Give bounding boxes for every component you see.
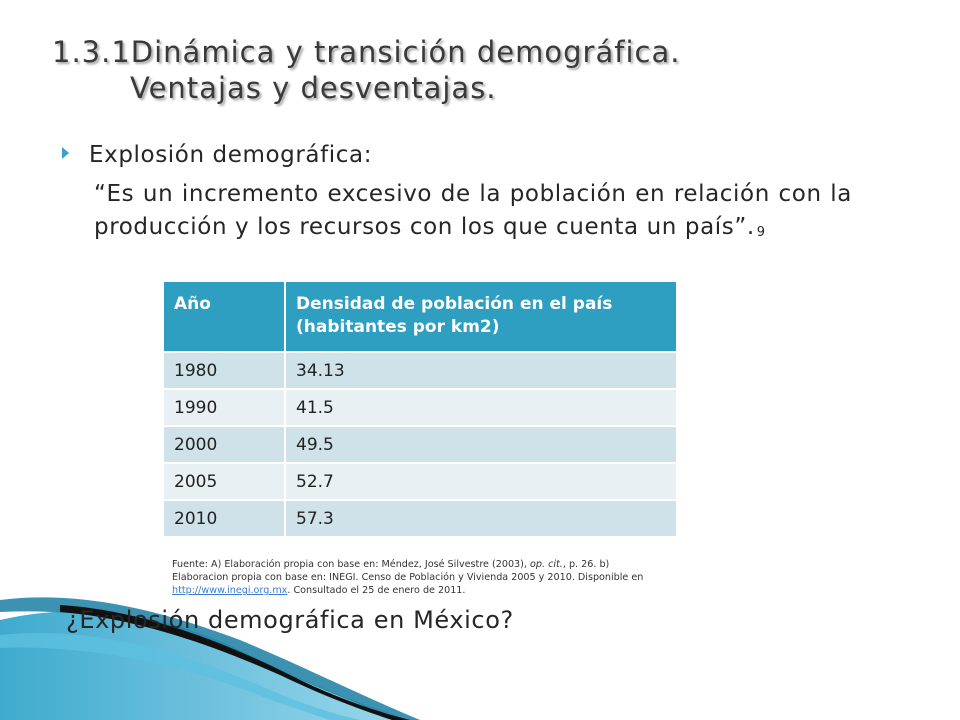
definition-quote: “Es un incremento excesivo de la poblaci…: [94, 178, 852, 249]
header-year: Año: [164, 282, 286, 352]
table-row: 1990 41.5: [164, 388, 676, 426]
decorative-swoosh: [0, 597, 420, 720]
bullet-text: Explosión demográfica:: [89, 142, 373, 168]
header-density: Densidad de población en el país (habita…: [285, 282, 676, 352]
bullet-arrow-icon: [62, 147, 69, 159]
cell-year: 2000: [164, 425, 286, 463]
closing-question: ¿Explosión demográfica en México?: [66, 606, 514, 634]
table-row: 2005 52.7: [164, 462, 676, 500]
quote-text: “Es un incremento excesivo de la poblaci…: [94, 181, 852, 240]
cell-density: 57.3: [285, 499, 676, 536]
table-header-row: Año Densidad de población en el país (ha…: [164, 282, 676, 352]
source-link[interactable]: http://www.inegi.org.mx: [172, 585, 288, 596]
source-italic: op. cit.: [530, 559, 563, 570]
cell-year: 1980: [164, 351, 286, 389]
cell-year: 1990: [164, 388, 286, 426]
source-text-end: . Consultado el 25 de enero de 2011.: [287, 585, 466, 596]
source-text-a: Fuente: A) Elaboración propia con base e…: [172, 559, 527, 570]
cell-density: 49.5: [285, 425, 676, 463]
table-row: 2000 49.5: [164, 425, 676, 463]
bullet-item: Explosión demográfica:: [62, 142, 372, 168]
cell-year: 2005: [164, 462, 286, 500]
density-table: Año Densidad de población en el país (ha…: [164, 282, 676, 536]
slide-title: 1.3.1Dinámica y transición demográfica. …: [52, 34, 932, 106]
footnote-ref: 9: [756, 225, 766, 240]
title-line-1: 1.3.1Dinámica y transición demográfica.: [52, 35, 681, 69]
title-line-2: Ventajas y desventajas.: [130, 71, 497, 105]
table-row: 1980 34.13: [164, 351, 676, 389]
cell-density: 41.5: [285, 388, 676, 426]
source-note: Fuente: A) Elaboración propia con base e…: [172, 558, 652, 597]
cell-year: 2010: [164, 499, 286, 536]
table-row: 2010 57.3: [164, 499, 676, 536]
source-text-b: , p. 26. b) Elaboracion propia con base …: [172, 559, 644, 583]
cell-density: 34.13: [285, 351, 676, 389]
cell-density: 52.7: [285, 462, 676, 500]
